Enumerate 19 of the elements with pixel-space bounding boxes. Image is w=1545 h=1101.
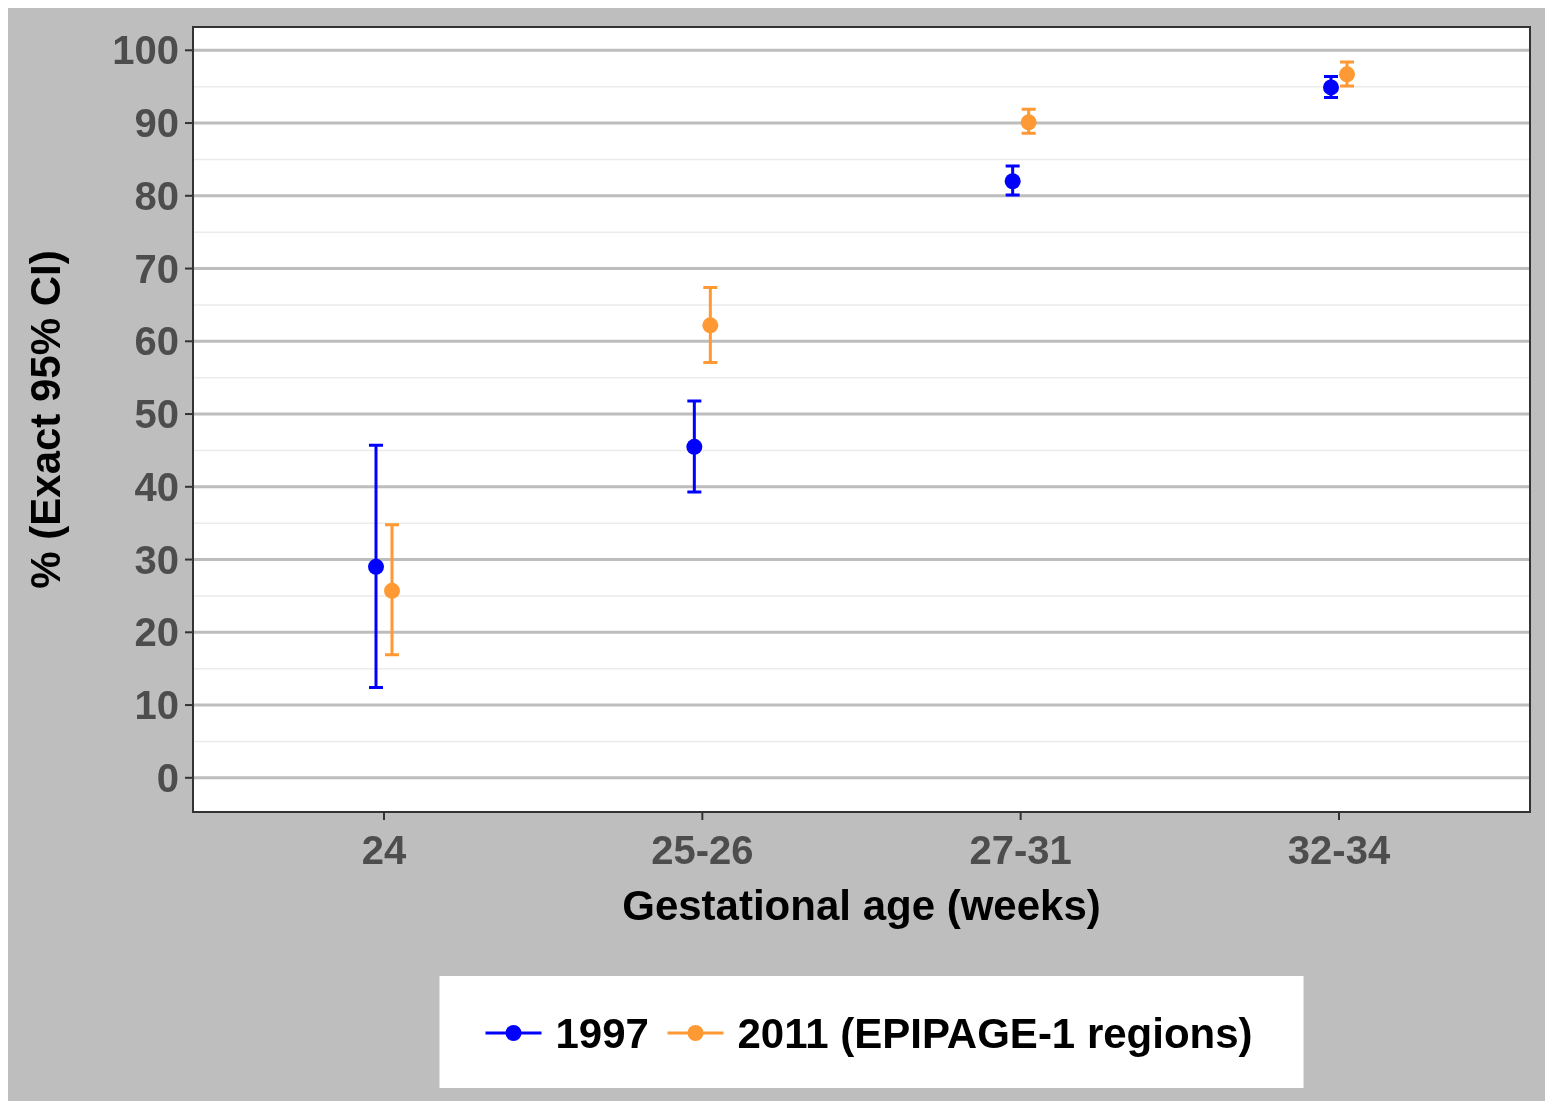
y-tick-label: 80 <box>134 173 179 218</box>
y-tick-label: 40 <box>134 464 179 509</box>
y-tick-label: 30 <box>134 537 179 582</box>
x-tick-label: 27-31 <box>969 828 1072 872</box>
y-tick-label: 60 <box>134 319 179 364</box>
legend-label: 1997 <box>555 1009 649 1057</box>
x-tick-label: 25-26 <box>651 828 754 872</box>
y-tick-label: 10 <box>134 683 179 728</box>
x-tick-label: 24 <box>361 828 407 872</box>
x-tick-label: 32-34 <box>1287 828 1391 872</box>
y-tick-label: 0 <box>156 755 179 800</box>
y-tick-label: 100 <box>112 28 179 73</box>
y-tick-label: 20 <box>134 610 179 655</box>
y-tick-label: 70 <box>134 246 179 291</box>
y-tick-label: 50 <box>134 392 179 437</box>
y-axis-title: % (Exact 95% CI) <box>22 250 69 589</box>
legend-label: 2011 (EPIPAGE-1 regions) <box>737 1009 1253 1057</box>
x-axis-title: Gestational age (weeks) <box>622 882 1101 929</box>
y-tick-label: 90 <box>134 101 179 146</box>
